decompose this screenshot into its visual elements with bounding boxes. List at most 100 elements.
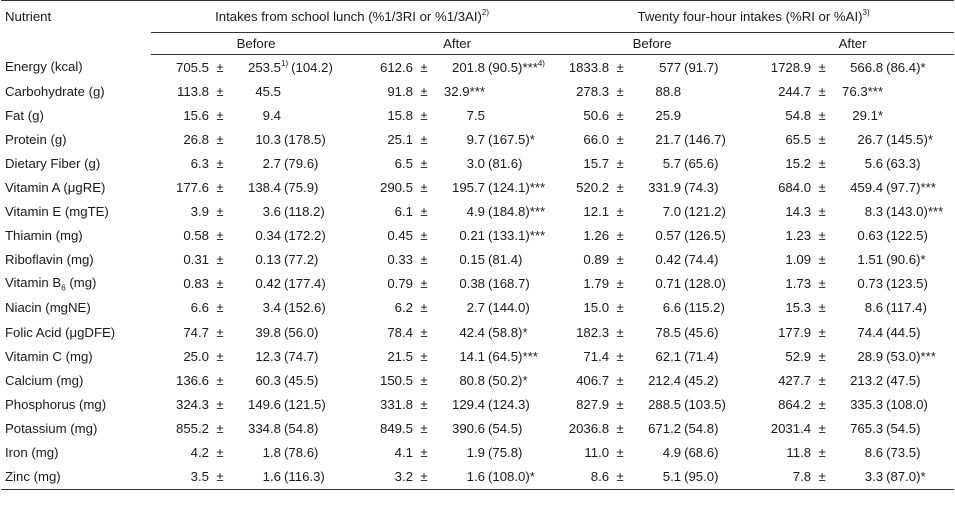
day-before-sd-cell: 88.8 [631,79,751,103]
plus-minus-symbol: ± [420,276,428,292]
day-after-sd: 0.73 [857,276,884,292]
day-after-percent: (145.5)* [886,131,933,147]
day-before-percent: (126.5) [684,228,726,244]
plus-minus-symbol: ± [216,348,224,364]
day-after-sd-cell: 213.2 (47.5) [833,368,954,392]
lunch-after-mean: 150.5 [379,372,413,388]
lunch-after-sd-cell: 0.38 (168.7) [435,272,553,296]
day-before-sd: 7.0 [662,204,682,220]
lunch-before-sd-cell: 3.6 (118.2) [231,200,361,224]
day-after-sd: 28.9 [857,348,884,364]
day-after-percent: (63.3) [886,155,921,171]
lunch-after-sd: 0.38 [459,276,485,292]
plus-minus-symbol: ± [818,83,826,99]
lunch-before-sd-cell: 149.6 (121.5) [231,392,361,416]
day-after-mean: 52.9 [785,348,812,364]
day-before-mean: 15.0 [583,300,610,316]
lunch-after-sd-cell: 1.9 (75.8) [435,441,553,465]
day-before-sd-cell: 5.1 (95.0) [631,464,752,490]
day-before-sd-cell: 0.42 (74.4) [631,248,751,272]
day-before-sd: 671.2 [648,420,682,436]
nutrient-name-subscript: 6 [61,283,66,293]
nutrient-name: Vitamin C (mg) [1,344,151,368]
day-before-percent: (95.0) [684,469,719,485]
table-row: Energy (kcal) 705.5 ±253.51) (104.2) 612.6 ±2… [1,55,954,80]
day-before-sd: 0.57 [655,228,682,244]
lunch-after-sd: 129.4 [451,396,485,412]
lunch-before-mean: 4.2 [190,445,209,461]
lunch-before-sd-cell: 12.3 (74.7) [231,344,361,368]
lunch-before-percent: (54.8) [284,420,319,436]
day-before-mean: 1.79 [583,276,610,292]
lunch-before-mean: 855.2 [175,420,209,436]
lunch-after-percent: (108.0)* [488,469,535,485]
plus-minus-symbol: ± [216,155,224,171]
day-after-percent: (53.0)*** [886,348,936,364]
day-after-mean: 1.23 [785,228,812,244]
day-after-mean: 11.8 [786,445,812,461]
day-after-sd: 765.3 [850,420,884,436]
day-before-sd: 62.1 [655,348,682,364]
day-before-header: Before [553,32,752,55]
nutrient-name: Folic Acid (μgDFE) [1,320,151,344]
day-after-sd-cell: 74.4 (44.5) [833,320,954,344]
lunch-after-sd-cell: 201.8 (90.5)***4) [435,55,553,80]
lunch-after-mean: 0.79 [387,276,413,292]
table-row: Phosphorus (mg) 324.3 ±149.6 (121.5) 331.8 ±1… [1,392,954,416]
nutrient-name: Dietary Fiber (g) [1,151,151,175]
lunch-after-sd-cell: 0.21 (133.1)*** [435,224,553,248]
lunch-after-percent: (81.4) [488,252,523,268]
lunch-after-sd: 1.6 [466,469,485,485]
day-after-mean: 244.7 [778,83,812,99]
lunch-before-sd-cell: 9.4 [231,103,361,127]
day-after-sd: 8.3 [864,204,884,220]
day-before-sd-cell: 62.1 (71.4) [631,344,751,368]
table-row: Fat (g) 15.6 ±9.4 15.8 ±7.5 50.6 ±25.9 54.8 ±29.… [1,103,954,127]
day-after-percent: (44.5) [886,324,921,340]
plus-minus-symbol: ± [216,396,224,412]
table-row: Vitamin A (μgRE) 177.6 ±138.4 (75.9) 290.5 ±1… [1,175,954,199]
lunch-before-sd: 0.34 [255,228,281,244]
plus-minus-symbol: ± [216,228,224,244]
lunch-after-sd: 14.1 [459,348,485,364]
lunch-after-percent: (144.0) [488,300,530,316]
lunch-before-mean: 3.5 [151,464,209,490]
day-after-mean: 427.7 [778,372,812,388]
nutrient-name-text: Folic Acid (μgDFE) [5,324,116,340]
lunch-before-sd: 3.6 [262,204,281,220]
plus-minus-symbol: ± [216,131,224,147]
plus-minus-symbol: ± [420,204,428,220]
plus-minus-symbol: ± [818,180,826,196]
lunch-after-mean: 0.33 [387,252,413,268]
lunch-after-mean: 6.1 [394,204,413,220]
day-before-sd: 25.9 [655,107,682,123]
lunch-before-sd-cell: 1.8 (78.6) [231,441,361,465]
day-before-percent: (121.2) [684,204,726,220]
lunch-after-sd-cell: 2.7 (144.0) [435,296,553,320]
day-before-sd-cell: 21.7 (146.7) [631,127,751,151]
plus-minus-symbol: ± [818,131,826,147]
lunch-before-mean: 113.8 [176,83,209,99]
plus-minus-symbol: ± [616,396,624,412]
lunch-before-mean: 74.7 [183,324,209,340]
table-row: Vitamin B6 (mg) 0.83 ±0.42 (177.4) 0.79 ±0.38… [1,272,954,296]
plus-minus-symbol: ± [216,83,224,99]
day-after-sd-cell: 5.6 (63.3) [833,151,954,175]
day-before-percent: (146.7) [684,131,726,147]
lunch-after-sd-cell: 7.5 [435,103,553,127]
lunch-before-percent: (116.3) [284,469,325,485]
day-before-percent: (54.8) [684,420,719,436]
day-after-mean: 684.0 [778,180,812,196]
footnote-1-marker: 1) [281,58,289,68]
lunch-before-percent: (178.5) [284,131,326,147]
day-after-percent: (54.5) [886,420,921,436]
lunch-before-sd: 149.6 [247,396,281,412]
lunch-after-mean: 3.2 [361,464,413,490]
plus-minus-symbol: ± [616,372,624,388]
lunch-after-sd-cell: 1.6 (108.0)* [435,464,554,490]
table-row: Potassium (mg) 855.2 ±334.8 (54.8) 849.5 ±390… [1,416,954,440]
lunch-before-sd: 39.8 [255,324,281,340]
plus-minus-symbol: ± [818,252,826,268]
lunch-after-sd: 32.9*** [443,83,485,99]
day-after-sd-cell: 8.6 (117.4) [833,296,954,320]
